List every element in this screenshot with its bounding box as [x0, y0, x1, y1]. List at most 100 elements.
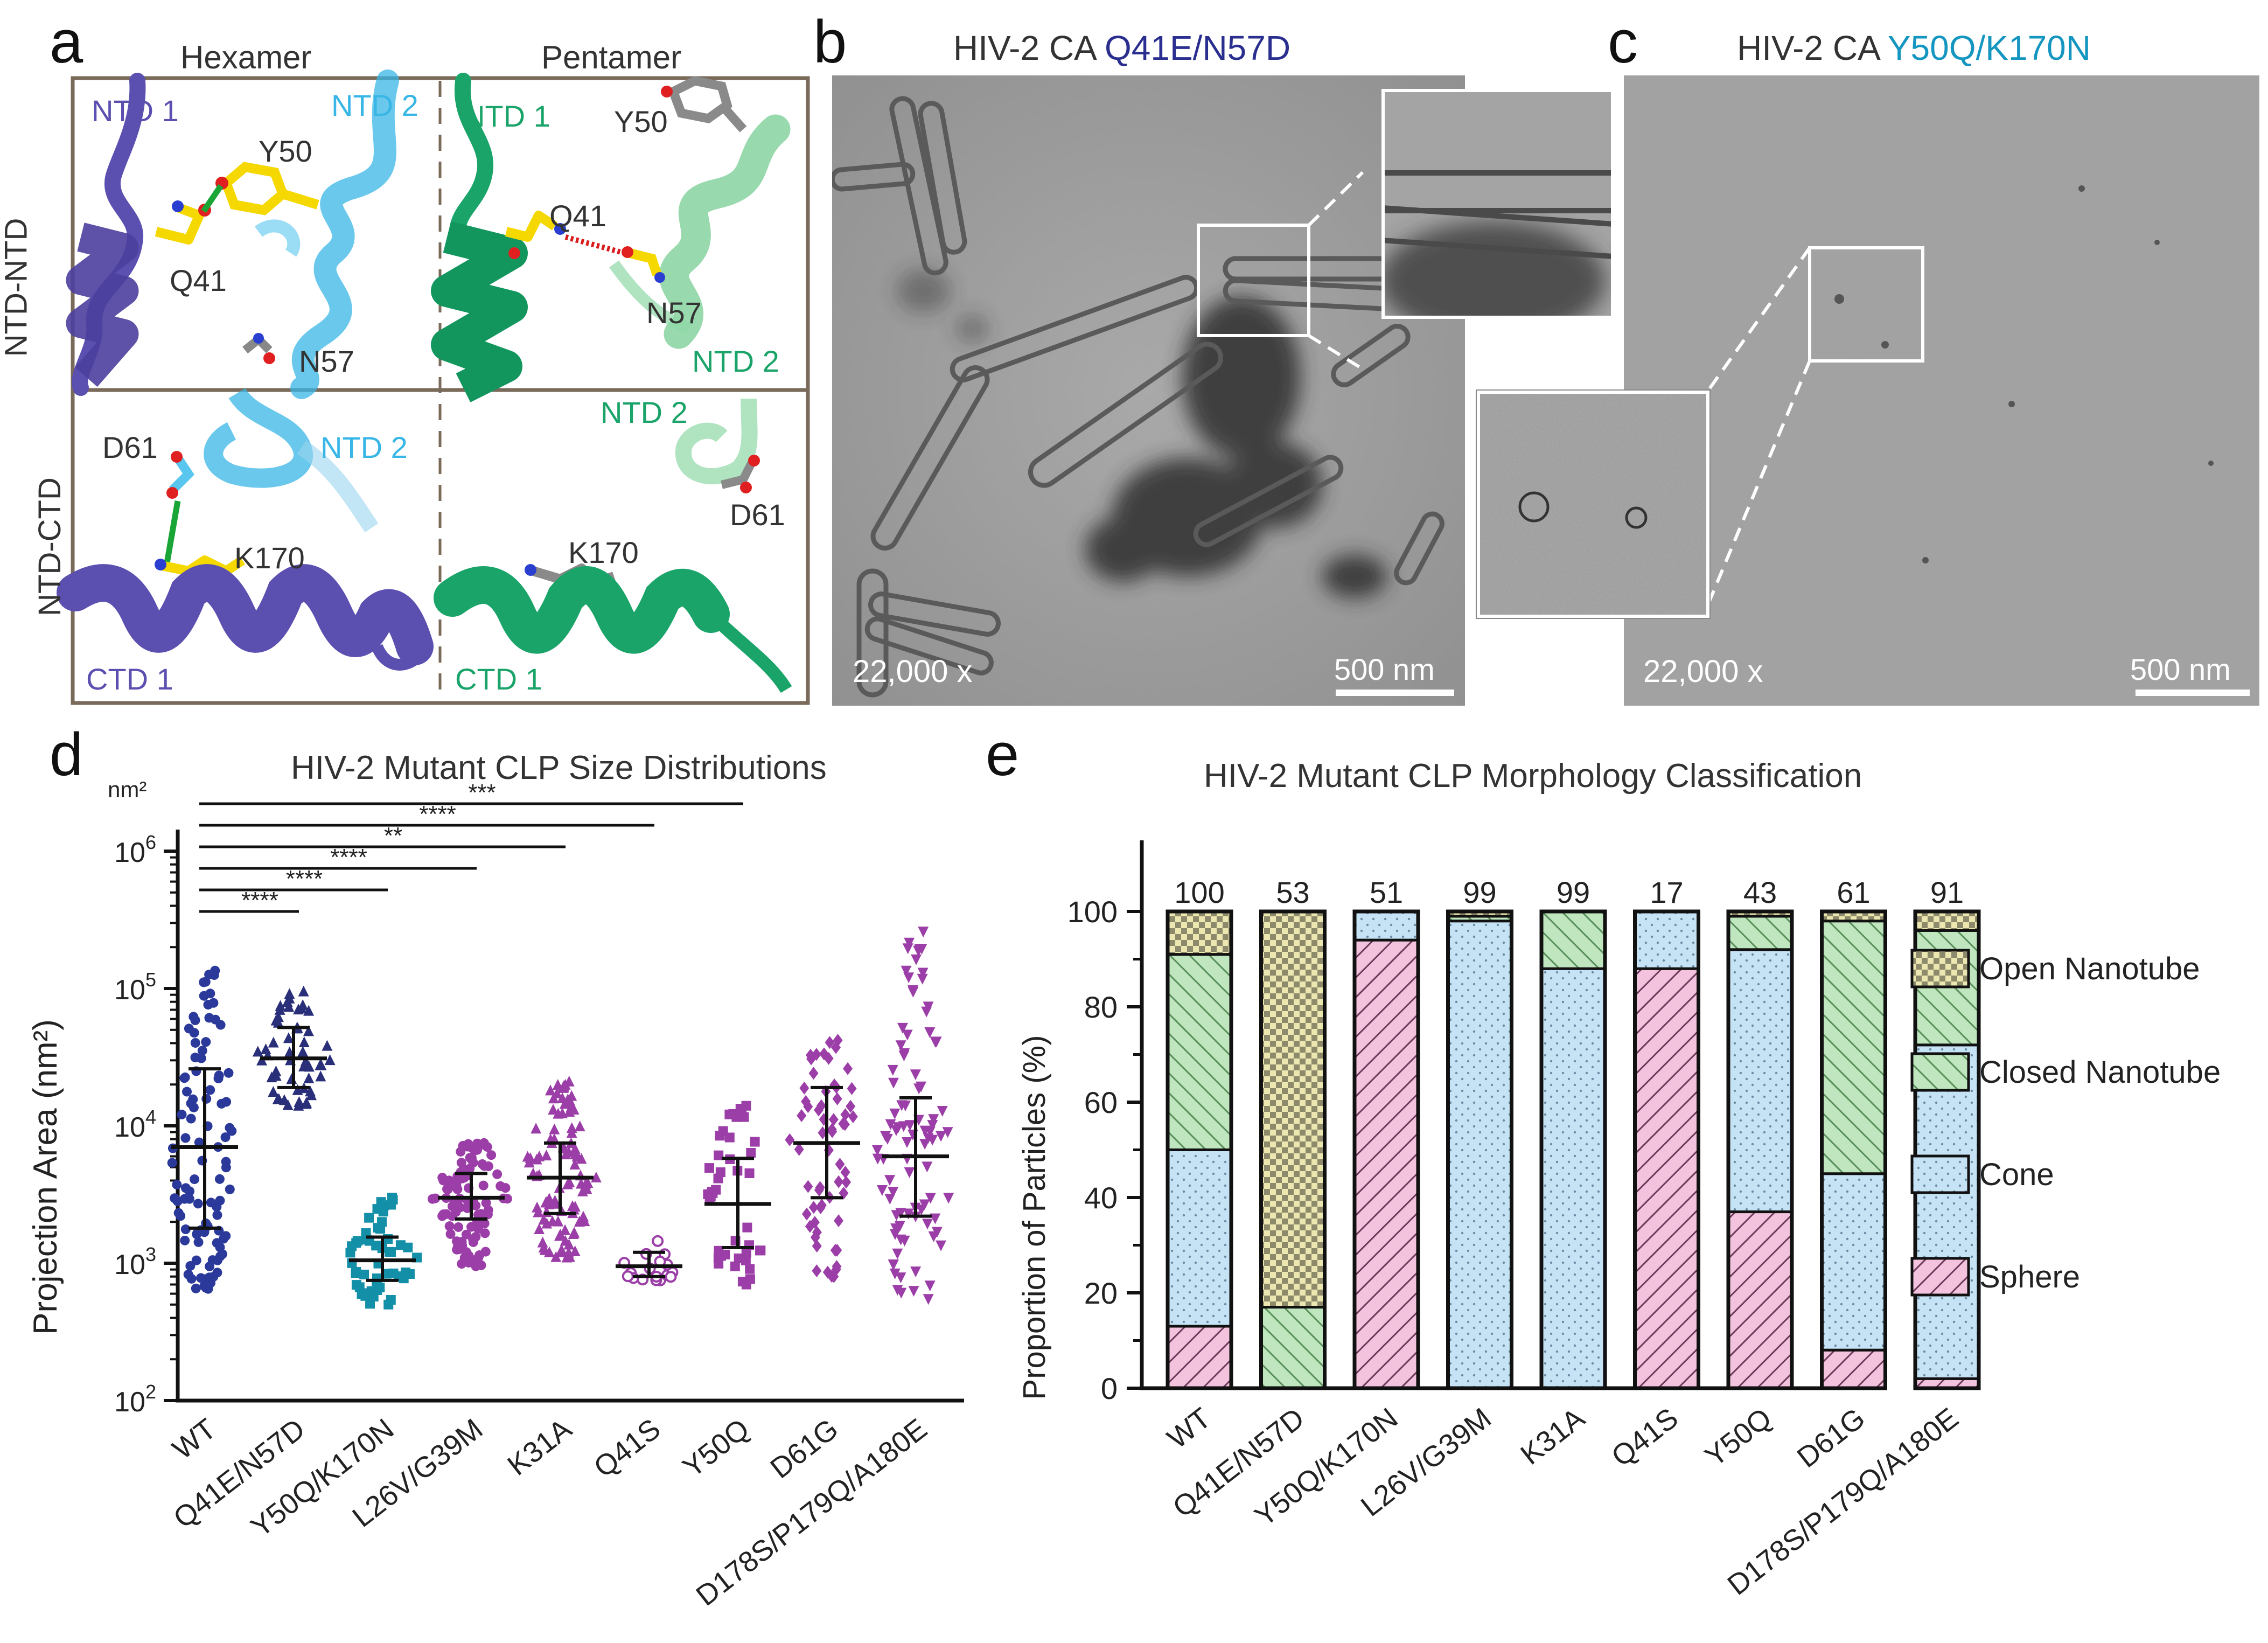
y-tick-exp: 4 — [145, 1106, 156, 1128]
data-point — [273, 1017, 284, 1028]
ntd2-ribbon — [290, 69, 399, 399]
pent-top-n57-label: N57 — [646, 296, 702, 330]
data-point — [888, 1187, 899, 1198]
stacked-bar — [1352, 909, 1420, 1390]
bar-total-label: 61 — [1837, 875, 1870, 909]
panel-d-unit-label: nm² — [108, 777, 146, 802]
data-point — [191, 1283, 201, 1293]
data-point — [205, 1085, 215, 1095]
panel-b-inset-drawing — [1385, 92, 1611, 316]
panel-e-y-ticks: 0 20 40 60 80 100 — [1067, 895, 1142, 1405]
data-point — [737, 1277, 748, 1287]
data-point — [847, 1082, 857, 1095]
data-point — [201, 1037, 211, 1047]
data-point — [904, 937, 915, 949]
data-point — [890, 1223, 902, 1235]
panel-b-scale-label: 500 nm — [1334, 652, 1435, 686]
data-point — [811, 1048, 821, 1061]
panel-d-chart: nm² Projection Area (nm²) 10210310410510… — [27, 777, 964, 1612]
panel-c-scale-label: 500 nm — [2130, 652, 2231, 686]
data-point — [569, 1159, 581, 1170]
data-point — [225, 1123, 235, 1133]
bar-outline — [1913, 909, 1981, 1390]
data-point — [283, 1032, 294, 1043]
data-point — [189, 1028, 199, 1038]
bar-outline — [1820, 909, 1887, 1390]
panel-b-inset — [1381, 89, 1614, 319]
data-point — [322, 1040, 333, 1051]
data-point — [555, 1246, 566, 1257]
bar-segment-cone — [1914, 1043, 1980, 1380]
data-point — [208, 998, 219, 1008]
data-point — [568, 1203, 580, 1215]
scale-bar — [1336, 690, 1454, 696]
data-point — [840, 1166, 850, 1179]
data-point — [386, 1200, 396, 1210]
data-point — [785, 1133, 795, 1146]
data-point — [943, 1193, 954, 1204]
data-point — [452, 1184, 463, 1194]
pent-n57-oxygen — [622, 246, 633, 258]
data-point — [928, 1231, 939, 1242]
pent-n57-sidechain — [629, 248, 662, 276]
panel-e-legend: Open Nanotube Closed Nanotube Cone Sphere — [1910, 949, 2221, 1297]
data-point — [582, 1177, 594, 1188]
data-point — [221, 1157, 231, 1167]
hex-top-ntd2-label: NTD 2 — [331, 88, 418, 122]
data-point — [190, 1038, 200, 1048]
data-point — [167, 1158, 177, 1168]
hex-bot-ntd2-tail — [297, 440, 379, 533]
data-point — [744, 1168, 755, 1178]
data-point — [569, 1227, 580, 1238]
data-point — [801, 1095, 811, 1108]
legend-swatch — [1910, 949, 1970, 988]
data-point — [831, 1041, 841, 1054]
data-point — [496, 1181, 506, 1191]
data-point — [197, 1046, 207, 1056]
panel-b-micrograph: 22,000 x 500 nm — [832, 75, 1465, 706]
data-point — [364, 1213, 374, 1223]
hex-bot-structure — [57, 387, 434, 671]
data-point — [568, 1103, 580, 1115]
nanotubes — [832, 96, 1444, 698]
data-point — [903, 972, 915, 984]
data-point — [936, 1131, 947, 1142]
data-point — [301, 1097, 312, 1108]
bar-segment-sphere — [1634, 967, 1700, 1390]
data-point — [185, 1261, 196, 1271]
legend-item-cone: Cone — [1910, 1154, 2054, 1194]
data-point — [923, 1294, 934, 1305]
zoom-line-1 — [1307, 171, 1364, 227]
data-point — [840, 1108, 850, 1122]
data-point — [724, 1109, 735, 1119]
panel-d-significance: ********************* — [199, 779, 743, 914]
data-point — [814, 1103, 824, 1117]
sphere-particles — [1834, 185, 2214, 563]
data-point — [828, 1113, 839, 1126]
data-point — [896, 1287, 907, 1299]
d61-oxygen-b — [171, 451, 183, 463]
data-point — [306, 1089, 317, 1101]
col-label-hexamer: Hexamer — [180, 39, 312, 75]
data-point — [538, 1214, 549, 1225]
data-point — [214, 1174, 225, 1184]
y50-stem — [281, 189, 319, 210]
bar-outline — [1446, 909, 1513, 1390]
data-point — [812, 1240, 822, 1253]
panel-c-micrograph: 22,000 x 500 nm — [1624, 75, 2259, 706]
bar-segment-closed — [1820, 920, 1887, 1175]
stacked-bar — [1726, 909, 1794, 1390]
data-point — [189, 1102, 199, 1112]
pent-q41-sidechain — [505, 211, 557, 242]
data-point — [916, 944, 927, 955]
data-point — [923, 1133, 934, 1144]
data-point — [935, 1240, 946, 1251]
significance-label: **** — [286, 866, 323, 892]
y-tick-exp: 6 — [145, 831, 156, 853]
panel-c-micrograph-drawing — [1624, 75, 2259, 706]
data-point — [876, 1185, 888, 1196]
data-point — [471, 1201, 481, 1211]
hex-top-structure — [66, 69, 399, 399]
pent-q41-oxygen — [508, 247, 520, 259]
significance-label: ** — [384, 823, 402, 849]
